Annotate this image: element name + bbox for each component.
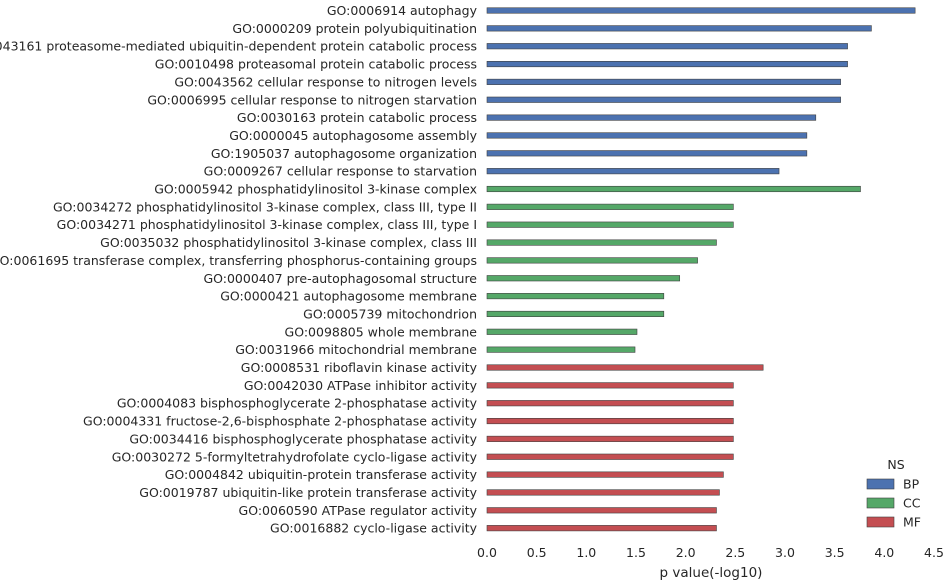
bar-mf: [486, 525, 717, 532]
x-tick-label: 3.5: [825, 545, 845, 560]
category-label: GO:0010498 proteasomal protein catabolic…: [155, 57, 477, 72]
x-tick-label: 1.0: [576, 545, 596, 560]
category-label: GO:0005739 mitochondrion: [303, 306, 477, 321]
bar-mf: [486, 417, 734, 425]
bar-mf: [486, 489, 720, 496]
x-tick-label: 2.0: [676, 545, 696, 560]
bar-cc: [486, 346, 636, 353]
category-label: GO:0042030 ATPase inhibitor activity: [244, 378, 478, 393]
bar-cc: [486, 275, 681, 282]
category-label: GO:0034272 phosphatidylinositol 3-kinase…: [53, 199, 477, 214]
bar-bp: [486, 7, 916, 14]
x-tick-label: 1.5: [626, 545, 646, 560]
category-label: GO:0030272 5-formyltetrahydrofolate cycl…: [112, 449, 478, 464]
bar-bp: [486, 78, 841, 85]
legend-swatch-cc: [866, 497, 895, 509]
bar-bp: [486, 150, 808, 157]
bar-mf: [486, 382, 734, 389]
bar-cc: [486, 239, 717, 246]
bar-mf: [486, 400, 734, 407]
bar-mf: [486, 364, 764, 371]
category-label: GO:0006914 autophagy: [327, 3, 478, 18]
x-tick-label: 2.5: [725, 545, 745, 560]
category-label: GO:0060590 ATPase regulator activity: [239, 503, 478, 518]
bar-cc: [486, 310, 665, 318]
category-label: GO:0004842 ubiquitin-protein transferase…: [165, 467, 478, 482]
category-label: GO:0004083 bisphosphoglycerate 2-phospha…: [117, 396, 478, 411]
category-label: GO:0008531 riboflavin kinase activity: [241, 360, 478, 375]
x-tick-label: 0.5: [527, 545, 547, 560]
bar-bp: [486, 168, 780, 175]
x-tick-label: 0.0: [477, 545, 497, 560]
category-label: GO:0006995 cellular response to nitrogen…: [147, 92, 477, 107]
legend-swatch-mf: [866, 516, 895, 528]
bar-mf: [486, 435, 734, 442]
category-label: GO:0004331 fructose-2,6-bisphosphate 2-p…: [83, 414, 478, 429]
category-label: GO:0030163 protein catabolic process: [237, 110, 477, 125]
category-label: GO:0043562 cellular response to nitrogen…: [174, 74, 477, 89]
category-labels: GO:0006914 autophagy GO:0000209 protein p…: [0, 3, 478, 536]
x-axis-title: p value(-log10): [660, 565, 763, 581]
bar-bp: [486, 96, 841, 103]
category-label: GO:0016882 cyclo-ligase activity: [270, 521, 478, 536]
legend-items: BP CC MF: [866, 477, 921, 530]
x-tick-label: 4.0: [874, 545, 894, 560]
x-tick-label: 4.5: [924, 545, 944, 560]
category-label: GO:0035032 phosphatidylinositol 3-kinase…: [100, 235, 477, 250]
category-label: GO:0043161 proteasome-mediated ubiquitin…: [0, 39, 477, 54]
bar-cc: [486, 293, 665, 300]
legend-label-mf: MF: [903, 515, 921, 530]
bar-mf: [486, 471, 724, 478]
x-axis-ticks: 0.0 0.5 1.0 1.5 2.0 2.5 3.0 3.5 4.0 4.5: [477, 545, 944, 560]
category-label: GO:0000407 pre-autophagosomal structure: [203, 271, 477, 286]
bar-cc: [486, 203, 734, 210]
category-label: GO:0000209 protein polyubiquitination: [232, 21, 477, 36]
category-label: GO:1905037 autophagosome organization: [211, 146, 477, 161]
legend-title: NS: [887, 457, 904, 472]
bars-layer: [486, 7, 916, 532]
legend-label-bp: BP: [903, 477, 920, 492]
legend-swatch-bp: [866, 478, 895, 490]
bar-bp: [486, 25, 872, 32]
bar-bp: [486, 43, 848, 50]
category-label: GO:0031966 mitochondrial membrane: [235, 342, 477, 357]
category-label: GO:0000421 autophagosome membrane: [220, 289, 477, 304]
bar-mf: [486, 453, 734, 460]
category-label: GO:0098805 whole membrane: [285, 324, 478, 339]
bar-cc: [486, 328, 638, 335]
category-label: GO:0034416 bisphosphoglycerate phosphata…: [129, 431, 477, 446]
bar-cc: [486, 221, 734, 228]
category-label: GO:0009267 cellular response to starvati…: [204, 164, 477, 179]
bar-cc: [486, 185, 861, 193]
bar-cc: [486, 257, 698, 264]
bar-bp: [486, 60, 848, 68]
category-label: GO:0005942 phosphatidylinositol 3-kinase…: [154, 182, 477, 197]
legend: NS BP CC MF: [866, 457, 921, 530]
category-label: GO:0034271 phosphatidylinositol 3-kinase…: [57, 217, 477, 232]
legend-label-cc: CC: [903, 496, 921, 511]
category-label: GO:0019787 ubiquitin-like protein transf…: [139, 485, 477, 500]
category-label: GO:0061695 transferase complex, transfer…: [0, 253, 477, 268]
bar-bp: [486, 114, 817, 121]
bar-mf: [486, 507, 717, 514]
category-label: GO:0000045 autophagosome assembly: [229, 128, 477, 143]
x-tick-label: 3.0: [775, 545, 795, 560]
bar-bp: [486, 132, 808, 139]
